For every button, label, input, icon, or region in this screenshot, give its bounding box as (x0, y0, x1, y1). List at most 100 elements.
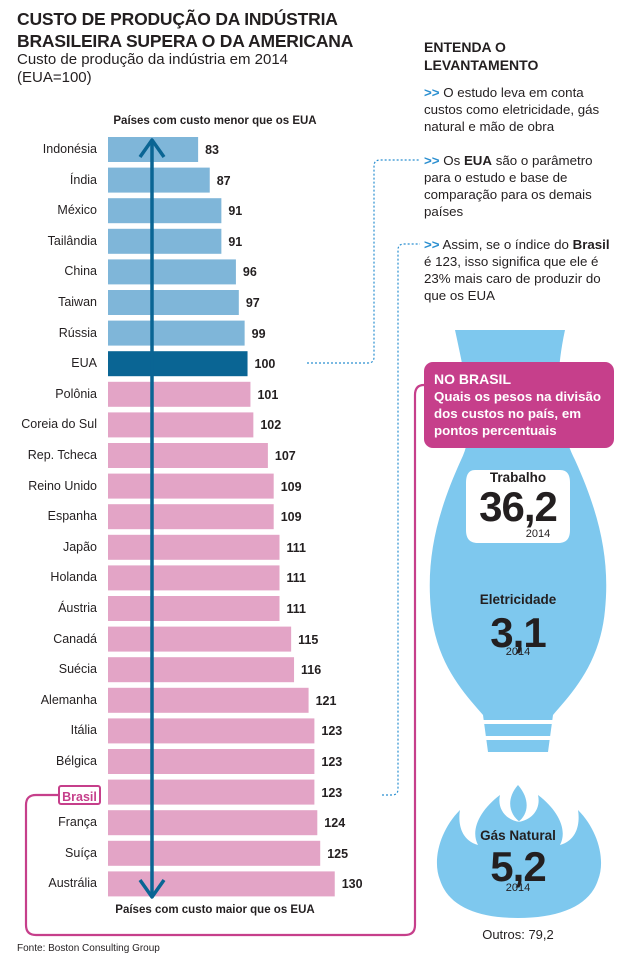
note-3-bold: Brasil (572, 237, 610, 252)
bar-category-label: Bélgica (56, 754, 97, 768)
bar-19 (108, 718, 315, 744)
no-brasil-box: NO BRASIL Quais os pesos na divisão dos … (424, 362, 614, 448)
bulb-label-area (466, 470, 570, 543)
top-caption: Países com custo menor que os EUA (113, 115, 317, 127)
bar-value-label: 123 (321, 724, 343, 739)
bar-12 (108, 504, 274, 530)
bar-3 (108, 228, 222, 254)
bar-10 (108, 443, 268, 468)
bar-value-label: 109 (280, 510, 302, 525)
bar-category-label: Itália (70, 723, 97, 738)
note-1-text: O estudo leva em conta custos como eletr… (424, 85, 600, 134)
bar-value-label: 116 (301, 663, 322, 678)
bar-14 (108, 565, 280, 591)
bar-21 (108, 779, 315, 805)
bottom-caption: Países com custo maior que os EUA (115, 904, 315, 916)
bar-category-label: EUA (71, 356, 97, 371)
bar-value-label: 107 (274, 449, 296, 463)
bar-23 (108, 840, 321, 866)
entenda-title: ENTENDA O LEVANTAMENTO (424, 39, 539, 73)
bar-value-label: 100 (254, 357, 276, 372)
no-brasil-text: Quais os pesos na divisão dos custos no … (434, 389, 602, 438)
connector-brasil (382, 243, 420, 796)
note-1: >> O estudo leva em conta custos como el… (424, 84, 616, 135)
weight-gas: Gás Natural 5,2 2014 (455, 828, 581, 894)
arrow-head-up (138, 138, 166, 159)
bar-5 (108, 290, 239, 315)
bar-value-label: 111 (286, 602, 306, 616)
bar-7 (108, 351, 248, 377)
bar-category-label: Áustria (58, 601, 97, 615)
connector-eua (307, 159, 420, 364)
bar-category-label: Suécia (58, 662, 97, 677)
bar-value-label: 125 (327, 846, 349, 861)
note-2-pre: Os (443, 153, 461, 168)
weight-eletricidade-value: 3,1 (490, 609, 546, 656)
brasil-highlight-tag: Brasil (58, 785, 101, 805)
bar-20 (108, 749, 315, 774)
page-title: CUSTO DE PRODUÇÃO DA INDÚSTRIA BRASILEIR… (17, 9, 354, 51)
bar-1 (108, 167, 210, 193)
bar-category-label: Japão (62, 539, 97, 554)
bar-24 (108, 871, 335, 897)
bar-category-label: Holanda (50, 570, 97, 585)
bar-15 (108, 596, 280, 621)
bar-22 (108, 810, 318, 836)
weight-trabalho: Trabalho 36,2 2014 (466, 470, 570, 540)
bar-value-label: 121 (315, 693, 337, 708)
bar-category-label: França (58, 815, 97, 830)
axis-arrow (138, 138, 166, 899)
bar-category-label: Rep. Tcheca (27, 448, 97, 462)
bar-6 (108, 320, 245, 346)
bar-value-label: 87 (216, 173, 231, 188)
bar-value-label: 83 (205, 143, 220, 157)
no-brasil-title: NO BRASIL (434, 371, 511, 387)
note-3-pre: Assim, se o índice do (442, 237, 569, 252)
note-2: >> Os EUA são o parâmetro para o estudo … (424, 152, 616, 220)
chart-subtitle: Custo de produção da indústria em 2014 (… (17, 51, 289, 86)
bar-category-label: Rússia (58, 325, 97, 340)
weight-eletricidade-name: Eletricidade (479, 592, 557, 607)
weight-trabalho-name: Trabalho (489, 470, 547, 485)
bar-category-label: Alemanha (40, 692, 97, 707)
bar-category-label: Índia (69, 172, 97, 187)
bar-value-label: 99 (251, 326, 266, 341)
double-chevron-icon: >> (424, 237, 440, 252)
bar-value-label: 102 (260, 418, 282, 433)
bar-4 (108, 259, 236, 285)
gas-flame-icon (436, 785, 602, 918)
bar-2 (108, 198, 222, 224)
bar-value-label: 97 (245, 296, 260, 310)
weight-outros: Outros: 79,2 (482, 927, 554, 942)
bar-value-label: 91 (228, 234, 243, 249)
bar-value-label: 115 (298, 632, 319, 647)
double-chevron-icon: >> (424, 85, 440, 100)
bar-category-label: Indonésia (42, 142, 97, 156)
brasil-bracket (24, 383, 425, 937)
bar-category-label: Reino Unido (28, 478, 97, 493)
bar-category-label: Austrália (48, 876, 97, 891)
bar-17 (108, 657, 295, 683)
weight-gas-year: 2014 (505, 882, 531, 894)
weight-gas-name: Gás Natural (480, 828, 556, 843)
bar-category-label: Coreia do Sul (21, 417, 97, 432)
bar-11 (108, 473, 274, 499)
weight-eletricidade-year: 2014 (505, 646, 531, 658)
bar-value-label: 91 (228, 204, 243, 219)
bar-category-label: China (64, 264, 97, 279)
bar-18 (108, 687, 309, 713)
note-2-post: são o parâmetro para o estudo e base de … (424, 153, 593, 219)
bar-category-label: Canadá (53, 631, 97, 646)
bar-value-label: 123 (321, 785, 343, 800)
note-3: >> Assim, se o índice do Brasil é 123, i… (424, 236, 616, 304)
bar-value-label: 123 (321, 755, 343, 769)
bar-category-label: Suíça (65, 845, 97, 860)
weight-eletricidade: Eletricidade 3,1 2014 (455, 592, 581, 658)
bar-8 (108, 381, 251, 407)
bar-value-label: 111 (286, 571, 306, 586)
bar-16 (108, 626, 292, 652)
note-3-post: é 123, isso significa que ele é 23% mais… (424, 254, 601, 303)
arrow-head-down (138, 878, 166, 899)
double-chevron-icon: >> (424, 153, 440, 168)
bar-category-label: Espanha (47, 509, 97, 524)
